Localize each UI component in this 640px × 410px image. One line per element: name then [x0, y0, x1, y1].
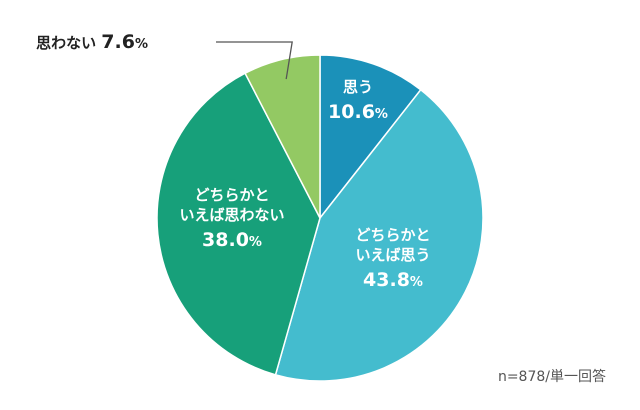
slice-value-label: 10.6% — [328, 101, 388, 123]
slice-value-label: 38.0% — [202, 229, 262, 251]
slice-label-line: どちらかと — [355, 226, 430, 244]
pie-slice-3 — [156, 72, 321, 376]
leader-line — [216, 41, 293, 80]
slice-label-line: どちらかと — [194, 186, 269, 204]
slice-label-line: いえば思う — [355, 246, 430, 264]
sample-note: n=878/単一回答 — [497, 369, 606, 385]
slice-value-label: 43.8% — [363, 269, 423, 291]
slice-label-1: 思う 10.6% — [328, 78, 388, 123]
slice-label-4: 思わない 7.6% — [36, 31, 293, 80]
slice-label-line: いえば思わない — [179, 206, 284, 224]
pie-slice-2 — [274, 88, 484, 382]
slice-outside-label: 思わない 7.6% — [36, 31, 148, 53]
slice-label-line: 思う — [343, 78, 373, 96]
pie-slice-1 — [319, 54, 422, 221]
pie-slice-4 — [244, 54, 321, 219]
